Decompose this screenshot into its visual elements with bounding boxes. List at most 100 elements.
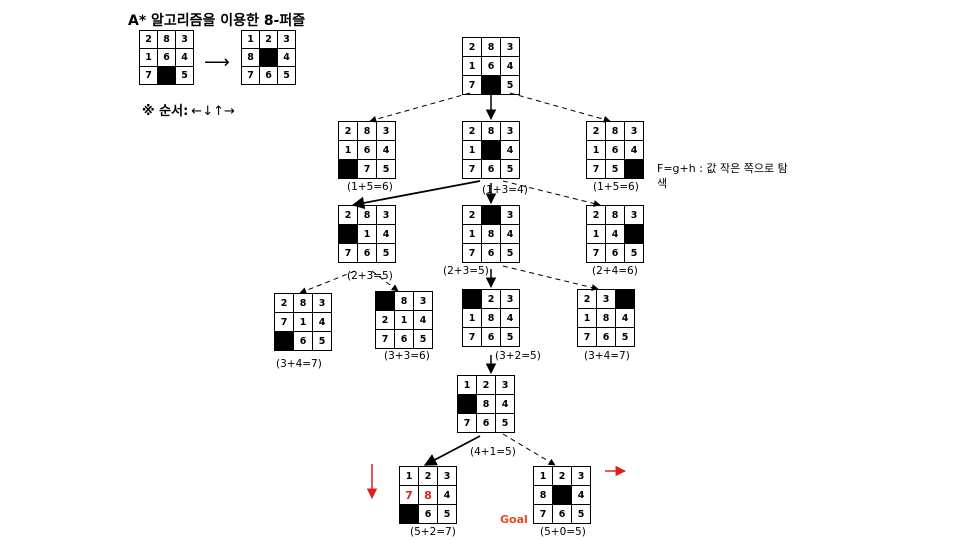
tile: 1	[462, 140, 482, 160]
tile: 8	[481, 308, 501, 328]
tile: 5	[277, 66, 296, 85]
blank-tile	[338, 224, 358, 244]
tile: 6	[394, 329, 414, 349]
tile: 3	[437, 466, 457, 486]
tile: 3	[571, 466, 591, 486]
tile: 6	[418, 504, 438, 524]
tile: 4	[500, 224, 520, 244]
tile: 8	[394, 291, 414, 311]
edge-n2l-n3a	[299, 270, 356, 294]
tile: 5	[615, 327, 635, 347]
tile: 3	[175, 30, 194, 49]
edge-n4-n5l	[423, 435, 481, 466]
tile: 7	[586, 159, 606, 179]
tile: 8	[533, 485, 553, 505]
edge-n2l-n3b	[371, 270, 399, 292]
tile: 1	[399, 466, 419, 486]
goal-label: Goal	[500, 513, 528, 526]
tile: 4	[605, 224, 625, 244]
move-order-label: ※ 순서:	[142, 104, 189, 119]
tile: 4	[571, 485, 591, 505]
tile: 1	[462, 224, 482, 244]
tile: 2	[338, 205, 358, 225]
blank-tile	[462, 289, 482, 309]
cost-n4: (4+1=5)	[470, 446, 516, 458]
move-order-arrows: ←↓↑→	[191, 104, 235, 119]
tile: 4	[376, 224, 396, 244]
tile: 2	[586, 121, 606, 141]
cost-n3d: (3+4=7)	[584, 350, 630, 362]
tile: 3	[500, 205, 520, 225]
evaluation-hint: F=g+h : 값 작은 쪽으로 탐색	[657, 162, 788, 190]
cost-n5r: (5+0=5)	[540, 526, 586, 538]
tile: 4	[500, 56, 520, 76]
tile: 6	[596, 327, 616, 347]
tile: 3	[376, 121, 396, 141]
tile: 6	[481, 159, 501, 179]
tile: 4	[624, 140, 644, 160]
tile: 2	[418, 466, 438, 486]
tile: 2	[476, 375, 496, 395]
tile: 3	[596, 289, 616, 309]
tile: 7	[462, 75, 482, 95]
tile: 1	[586, 224, 606, 244]
tile: 7	[357, 159, 377, 179]
cost-n5l: (5+2=7)	[410, 526, 456, 538]
cost-n1r: (1+5=6)	[593, 181, 639, 193]
cost-n2r: (2+4=6)	[592, 265, 638, 277]
tile: 7	[375, 329, 395, 349]
tile: 8	[481, 224, 501, 244]
blank-tile	[624, 224, 644, 244]
tile: 7	[586, 243, 606, 263]
tile: 5	[413, 329, 433, 349]
tile: 1	[357, 224, 377, 244]
tile: 8	[418, 485, 438, 505]
tile: 1	[462, 308, 482, 328]
edge-n1m-n2r	[502, 180, 601, 207]
cost-n1m: (1+3=4)	[482, 184, 528, 196]
blank-tile	[615, 289, 635, 309]
blank-tile	[259, 48, 278, 67]
tile: 5	[376, 243, 396, 263]
cost-n2m: (2+3=5)	[443, 265, 489, 277]
tile: 1	[533, 466, 553, 486]
tile: 8	[357, 205, 377, 225]
tile: 4	[312, 312, 332, 332]
blank-tile	[481, 75, 501, 95]
tile: 7	[577, 327, 597, 347]
tile: 2	[462, 37, 482, 57]
tile: 2	[274, 293, 294, 313]
blank-tile	[457, 394, 477, 414]
cost-n3c: (3+2=5)	[495, 350, 541, 362]
tile: 7	[274, 312, 294, 332]
tile: 7	[462, 243, 482, 263]
tile: 6	[481, 327, 501, 347]
tile: 7	[457, 413, 477, 433]
blank-tile	[481, 140, 501, 160]
tile: 2	[338, 121, 358, 141]
tile: 5	[175, 66, 194, 85]
tile: 4	[500, 308, 520, 328]
tile: 3	[495, 375, 515, 395]
tile: 8	[605, 205, 625, 225]
tile: 3	[500, 121, 520, 141]
tile: 5	[500, 327, 520, 347]
tile: 3	[312, 293, 332, 313]
tile: 3	[376, 205, 396, 225]
tile: 3	[413, 291, 433, 311]
blank-tile	[552, 485, 572, 505]
tile: 7	[462, 159, 482, 179]
tile: 8	[357, 121, 377, 141]
blank-tile	[157, 66, 176, 85]
tile: 3	[500, 289, 520, 309]
tile: 7	[399, 485, 419, 505]
